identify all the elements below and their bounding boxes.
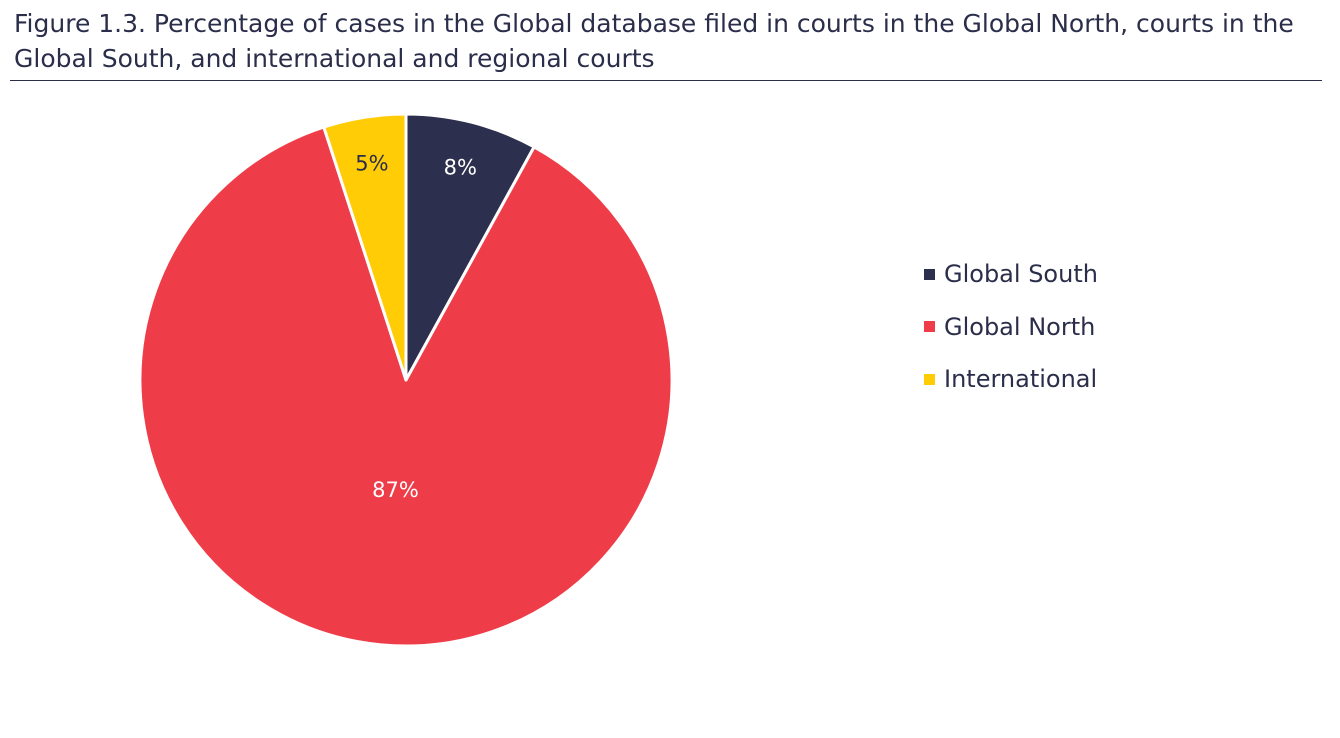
legend-item-global-north: Global North [924, 301, 1098, 354]
pie-slices [138, 112, 674, 648]
legend-swatch-international [924, 373, 935, 385]
legend: Global South Global North International [924, 248, 1098, 406]
pie-slice-global-north [138, 125, 674, 648]
chart-title: Figure 1.3. Percentage of cases in the G… [14, 9, 1294, 73]
legend-label-international: International [944, 365, 1098, 394]
pie-slice-global-south [404, 112, 536, 382]
legend-label-global-south: Global South [944, 260, 1098, 289]
pie-slice-labels: 8% 87% 5% [355, 152, 477, 503]
title-divider [10, 80, 1322, 81]
pie-label-international: 5% [355, 152, 388, 176]
legend-swatch-global-south [924, 268, 935, 280]
pie-label-global-north: 87% [372, 478, 419, 502]
legend-item-global-south: Global South [924, 248, 1098, 301]
legend-label-global-north: Global North [944, 312, 1096, 341]
legend-item-international: International [924, 353, 1098, 406]
pie-label-global-south: 8% [444, 156, 477, 180]
pie-slice-international [322, 112, 408, 382]
legend-swatch-global-north [924, 321, 935, 333]
